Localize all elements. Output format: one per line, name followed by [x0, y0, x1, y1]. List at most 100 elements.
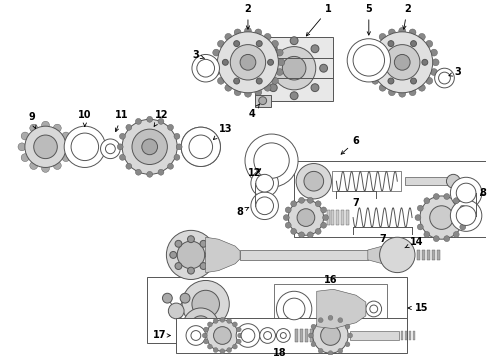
Text: 6: 6: [341, 136, 360, 154]
Bar: [295, 329, 298, 342]
Circle shape: [389, 89, 395, 96]
Circle shape: [311, 324, 316, 329]
Circle shape: [230, 45, 266, 80]
Circle shape: [189, 135, 213, 159]
Circle shape: [213, 347, 218, 352]
Circle shape: [338, 318, 343, 323]
Circle shape: [135, 118, 141, 124]
Circle shape: [409, 89, 416, 96]
Bar: [432, 250, 435, 260]
Circle shape: [399, 90, 406, 97]
Circle shape: [53, 124, 61, 132]
Circle shape: [298, 232, 304, 238]
Circle shape: [285, 222, 291, 228]
Circle shape: [282, 57, 306, 80]
Circle shape: [424, 231, 430, 238]
Bar: [422, 250, 425, 260]
Circle shape: [456, 206, 476, 225]
Circle shape: [251, 170, 278, 197]
Circle shape: [236, 324, 260, 347]
Circle shape: [236, 339, 241, 344]
Circle shape: [167, 230, 216, 279]
Circle shape: [62, 132, 70, 140]
Bar: [437, 250, 440, 260]
Circle shape: [21, 132, 29, 140]
Circle shape: [34, 135, 57, 159]
Circle shape: [147, 116, 152, 122]
Text: 3: 3: [193, 50, 205, 60]
Circle shape: [422, 59, 428, 65]
Circle shape: [377, 59, 383, 65]
Circle shape: [322, 215, 328, 221]
Bar: [405, 177, 449, 185]
Circle shape: [399, 27, 406, 34]
Text: 14: 14: [405, 237, 424, 248]
Bar: [255, 37, 333, 101]
Circle shape: [213, 49, 220, 56]
Circle shape: [105, 144, 115, 154]
Circle shape: [345, 342, 350, 347]
Circle shape: [192, 290, 220, 318]
Bar: [240, 250, 368, 260]
Circle shape: [234, 89, 241, 96]
Circle shape: [272, 46, 316, 90]
Circle shape: [450, 200, 482, 231]
Circle shape: [158, 169, 164, 175]
Circle shape: [236, 327, 241, 332]
Circle shape: [462, 215, 468, 221]
Circle shape: [256, 197, 273, 215]
Text: 13: 13: [214, 124, 232, 139]
Circle shape: [379, 33, 386, 40]
Circle shape: [318, 348, 323, 353]
Circle shape: [218, 77, 224, 84]
Circle shape: [232, 322, 237, 327]
Bar: [147, 276, 407, 343]
Circle shape: [328, 315, 333, 320]
Circle shape: [245, 27, 251, 34]
Circle shape: [225, 33, 232, 40]
Circle shape: [264, 84, 271, 91]
Bar: [337, 210, 340, 225]
Circle shape: [450, 177, 482, 209]
Circle shape: [345, 324, 350, 329]
Circle shape: [270, 84, 277, 91]
Text: 7: 7: [353, 198, 360, 208]
Circle shape: [245, 134, 298, 187]
Circle shape: [315, 201, 321, 207]
Circle shape: [453, 231, 459, 238]
Circle shape: [388, 41, 394, 46]
Circle shape: [367, 69, 374, 76]
Circle shape: [120, 133, 125, 139]
Circle shape: [418, 33, 425, 40]
Circle shape: [366, 301, 382, 317]
Circle shape: [204, 327, 209, 332]
Circle shape: [296, 163, 331, 199]
Circle shape: [234, 41, 240, 46]
Circle shape: [147, 171, 152, 177]
Circle shape: [182, 280, 229, 328]
Circle shape: [313, 318, 348, 353]
Circle shape: [180, 319, 190, 329]
Circle shape: [433, 236, 439, 242]
Text: 16: 16: [324, 275, 337, 285]
Circle shape: [174, 154, 180, 160]
Circle shape: [394, 54, 410, 70]
Circle shape: [234, 29, 241, 36]
Circle shape: [260, 328, 275, 343]
Text: 7: 7: [379, 234, 386, 244]
Circle shape: [220, 317, 225, 322]
Circle shape: [372, 77, 379, 84]
Circle shape: [308, 333, 313, 338]
Circle shape: [460, 224, 465, 230]
Circle shape: [42, 121, 49, 129]
Circle shape: [213, 69, 220, 76]
Circle shape: [168, 125, 173, 130]
Circle shape: [42, 165, 49, 172]
Circle shape: [191, 316, 211, 336]
Bar: [310, 329, 313, 342]
Circle shape: [433, 194, 439, 199]
Circle shape: [261, 64, 269, 72]
Circle shape: [276, 329, 290, 342]
Circle shape: [424, 198, 430, 204]
Text: 3: 3: [449, 67, 462, 77]
